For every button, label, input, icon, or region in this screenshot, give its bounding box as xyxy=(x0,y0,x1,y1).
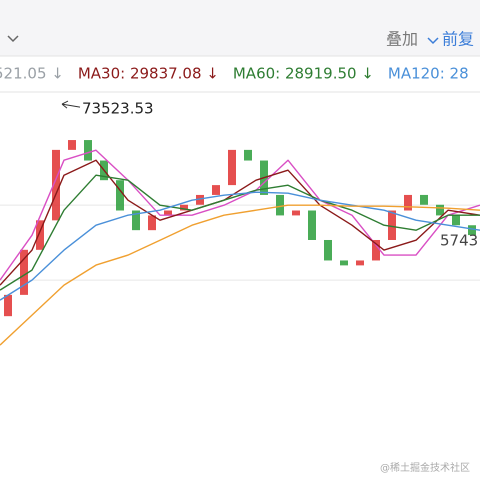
adjust-button[interactable]: 前复 xyxy=(442,30,474,49)
overlay-button[interactable]: 叠加 xyxy=(386,30,418,49)
right-label: 5743 xyxy=(440,232,478,250)
legend-item: MA60: 28919.50 ↓ xyxy=(233,65,374,83)
ma-line xyxy=(0,159,480,286)
candle-body xyxy=(68,140,76,150)
candle-body xyxy=(132,210,140,231)
legend-item: MA30: 29837.08 ↓ xyxy=(78,65,219,83)
candle-body xyxy=(228,149,236,186)
candle-body xyxy=(372,239,380,261)
chevron[interactable] xyxy=(7,35,19,43)
legend-item: MA120: 28 xyxy=(388,65,469,83)
candle-body xyxy=(436,204,444,216)
candle-body xyxy=(212,185,220,195)
ma-line xyxy=(0,191,480,301)
candle-body xyxy=(4,294,12,317)
legend: 521.05 ↓ MA30: 29837.08 ↓ MA60: 28919.50 ↓… xyxy=(0,65,469,83)
dropdown-icon[interactable] xyxy=(427,37,439,45)
candle-body xyxy=(404,194,412,211)
candle-body xyxy=(468,225,476,236)
candle-body xyxy=(420,194,428,205)
legend-item: 521.05 ↓ xyxy=(0,65,64,83)
candle-body xyxy=(356,260,364,266)
ma-line xyxy=(0,204,480,346)
toolbar xyxy=(0,0,480,56)
ma-line xyxy=(0,174,480,291)
candle-body xyxy=(292,210,300,216)
candle-body xyxy=(52,149,60,221)
candle-body xyxy=(196,194,204,205)
candle-body xyxy=(244,149,252,161)
candle-body xyxy=(84,140,92,161)
candle-body xyxy=(180,204,188,211)
candle-body xyxy=(276,194,284,216)
candle-body xyxy=(20,249,28,295)
candle-body xyxy=(324,239,332,261)
ma-line xyxy=(0,149,480,281)
plot-area: 73523.53 5743 xyxy=(0,100,480,346)
max-label: 73523.53 xyxy=(82,100,154,118)
candle-body xyxy=(340,260,348,266)
candle-body xyxy=(164,210,172,216)
candle-body xyxy=(452,215,460,226)
candle-body xyxy=(36,220,44,250)
annotation-arrow xyxy=(61,100,81,109)
candle-body xyxy=(116,180,124,211)
candle-body xyxy=(388,210,396,240)
watermark: @稀土掘金技术社区 xyxy=(380,461,470,474)
candle-body xyxy=(308,210,316,240)
candle-body xyxy=(148,215,156,231)
